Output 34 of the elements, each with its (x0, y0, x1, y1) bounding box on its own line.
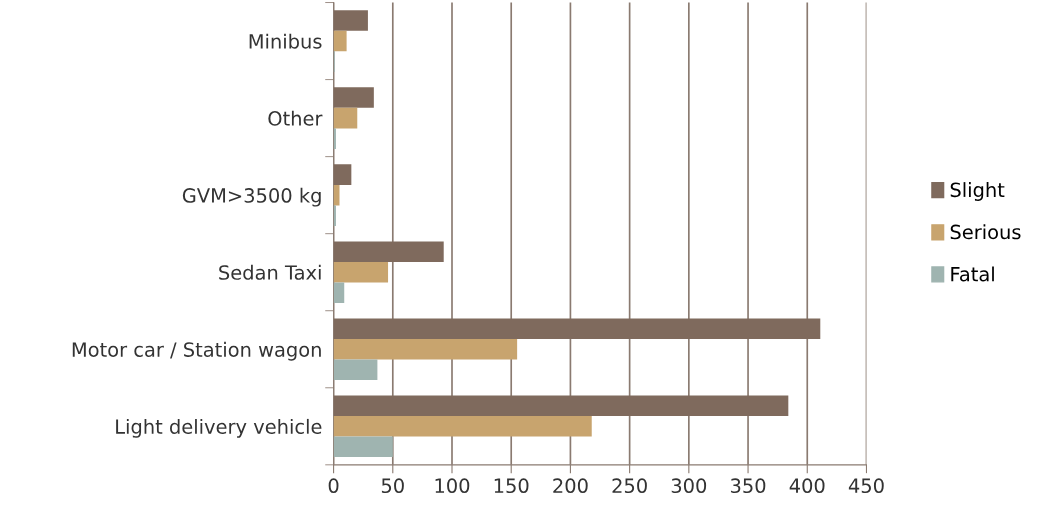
x-tick-label: 150 (494, 478, 529, 494)
x-tick-label: 0 (328, 478, 339, 494)
bar (333, 241, 444, 262)
y-tick-label: Sedan Taxi (219, 264, 321, 280)
bar (333, 164, 352, 185)
x-tick-label: 300 (671, 478, 707, 494)
legend-label: Serious (950, 224, 1021, 240)
bar (333, 338, 518, 360)
y-tick-label: Other (268, 110, 323, 126)
legend-label: Fatal (951, 266, 994, 282)
x-tick-label: 200 (553, 478, 588, 494)
bar (333, 184, 340, 206)
x-tick-label: 50 (381, 478, 404, 494)
bar (333, 395, 789, 417)
bar (333, 107, 358, 129)
bar (333, 436, 393, 458)
y-tick-label: GVM>3500 kg (182, 187, 321, 207)
x-tick-label: 400 (789, 478, 825, 494)
bar (333, 318, 821, 339)
x-tick-label: 450 (848, 478, 884, 494)
bar (333, 416, 592, 437)
bar (333, 261, 389, 283)
x-tick-label: 250 (612, 478, 647, 494)
y-tick-label: Motor car / Station wagon (72, 341, 321, 361)
bar (333, 30, 347, 52)
bar (333, 10, 368, 31)
y-tick-label: Minibus (249, 33, 322, 49)
y-tick-label: Light delivery vehicle (116, 418, 322, 438)
bar (333, 282, 345, 304)
bar (333, 359, 378, 381)
bar (333, 87, 374, 108)
legend-label: Slight (950, 182, 1005, 201)
x-tick-label: 100 (435, 478, 470, 494)
x-tick-label: 350 (730, 478, 766, 494)
